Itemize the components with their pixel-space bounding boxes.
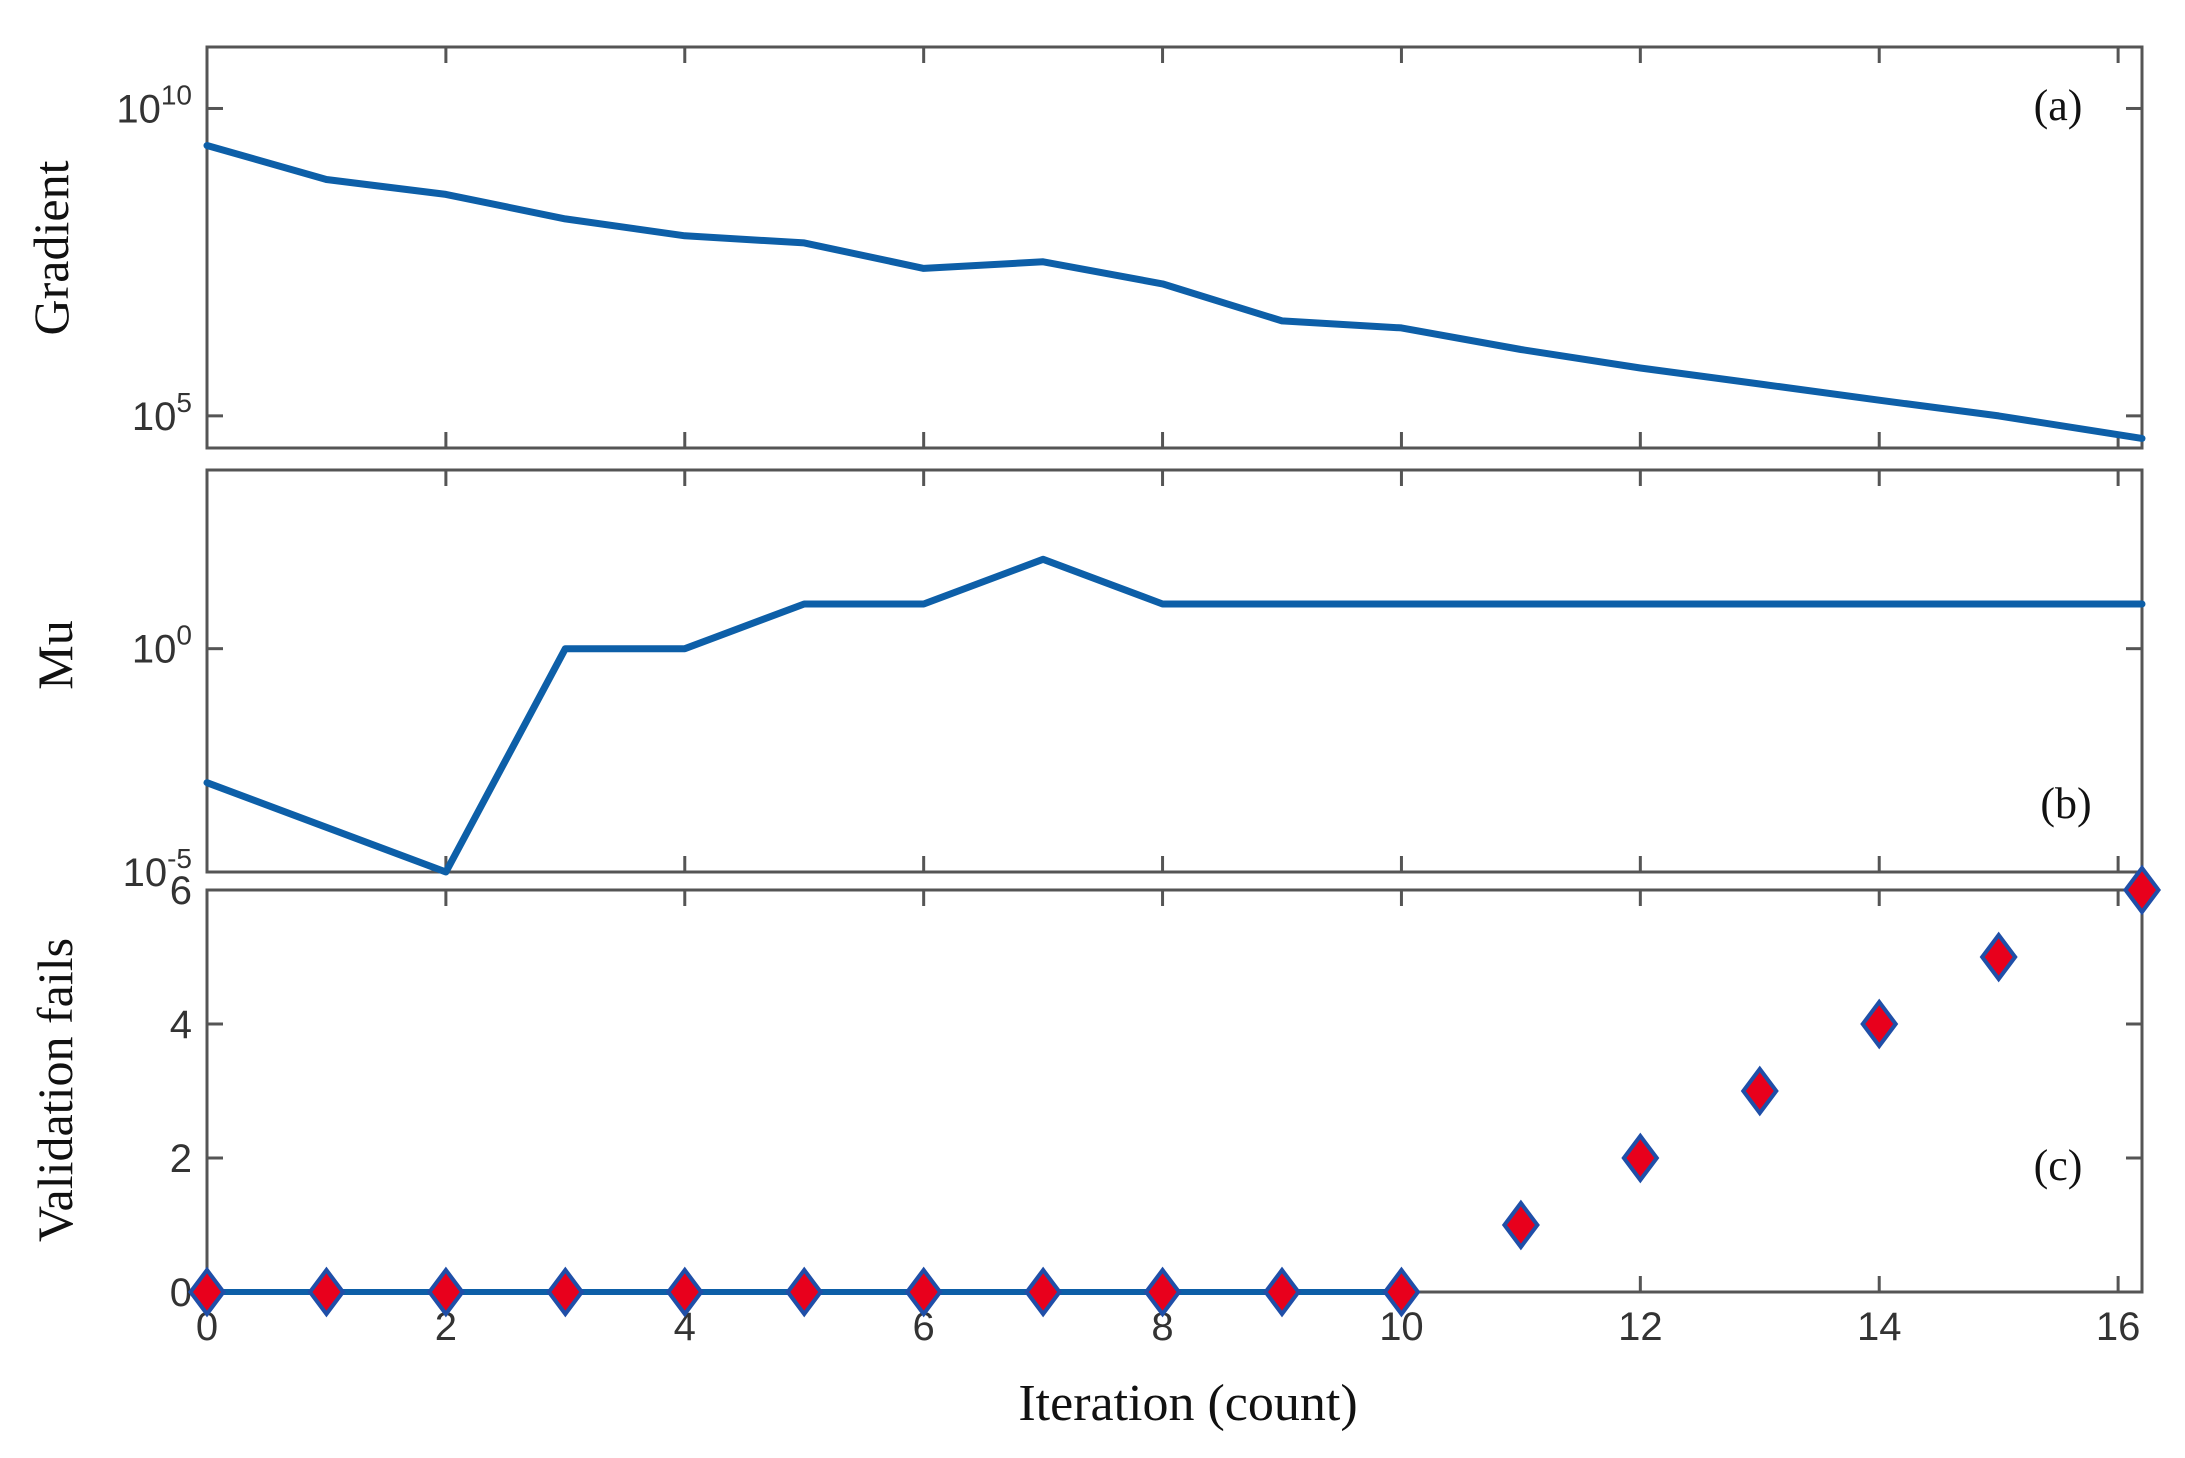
validation-point <box>188 1266 226 1318</box>
mu-y-axis-label: Mu <box>27 620 83 689</box>
mu-series-line <box>203 555 2146 876</box>
y-tick-label: 2 <box>170 1137 192 1181</box>
validation-point <box>426 1266 465 1318</box>
y-tick-label: 0 <box>170 1271 192 1315</box>
validation-point <box>2123 864 2161 916</box>
x-tick-label: 4 <box>674 1305 696 1349</box>
x-tick-label: 14 <box>1857 1305 1902 1349</box>
x-tick-label: 0 <box>196 1305 218 1349</box>
validation-point <box>1024 1266 1063 1318</box>
y-tick-label: 1010 <box>116 79 192 131</box>
x-tick-label: 6 <box>913 1305 935 1349</box>
x-tick-label: 12 <box>1618 1305 1663 1349</box>
validation-point <box>1143 1266 1182 1318</box>
y-tick-label: 10-5 <box>123 843 192 895</box>
gradient-plot-frame <box>205 45 2144 450</box>
y-tick-label: 4 <box>170 1003 192 1047</box>
validation-point <box>904 1266 943 1318</box>
gradient-y-tick-labels: 105 1010 <box>116 79 192 438</box>
y-tick-label: 100 <box>132 620 192 672</box>
mu-y-tick-labels: 100 10-5 <box>123 620 192 895</box>
y-tick-label: 6 <box>170 869 192 913</box>
gradient-ticks <box>205 47 2142 448</box>
validation-point <box>546 1266 585 1318</box>
gradient-y-axis-label: Gradient <box>23 160 79 335</box>
validation-point <box>1382 1266 1421 1318</box>
validation-point <box>1263 1266 1301 1318</box>
x-tick-label: 2 <box>435 1305 457 1349</box>
validation-x-tick-labels: 0 2 4 6 8 10 12 14 16 <box>196 1305 2140 1349</box>
validation-point <box>1860 998 1899 1050</box>
mu-panel-label: (b) <box>2040 779 2091 828</box>
mu-panel: 100 10-5 (b) Mu <box>27 468 2146 895</box>
validation-point <box>1501 1199 1540 1251</box>
x-tick-label: 16 <box>2096 1305 2141 1349</box>
gradient-panel: 105 1010 (a) Gradient <box>23 45 2146 450</box>
x-axis-label: Iteration (count) <box>1018 1375 1357 1432</box>
validation-plot-frame <box>205 888 2144 1294</box>
validation-point <box>785 1266 824 1318</box>
validation-point <box>1979 931 2018 983</box>
validation-markers <box>188 864 2161 1318</box>
mu-plot-frame <box>205 468 2144 874</box>
validation-y-tick-labels: 0 2 4 6 <box>170 869 192 1315</box>
validation-point <box>665 1266 704 1318</box>
gradient-panel-label: (a) <box>2034 81 2083 130</box>
validation-point <box>307 1266 346 1318</box>
validation-y-axis-label: Validation fails <box>27 938 83 1242</box>
validation-panel-label: (c) <box>2034 1141 2083 1190</box>
mu-ticks <box>205 470 2142 874</box>
y-tick-label: 105 <box>132 387 192 439</box>
validation-point <box>1621 1132 1660 1184</box>
x-tick-label: 8 <box>1151 1305 1173 1349</box>
gradient-series-line <box>203 142 2146 442</box>
validation-point <box>1740 1065 1779 1117</box>
